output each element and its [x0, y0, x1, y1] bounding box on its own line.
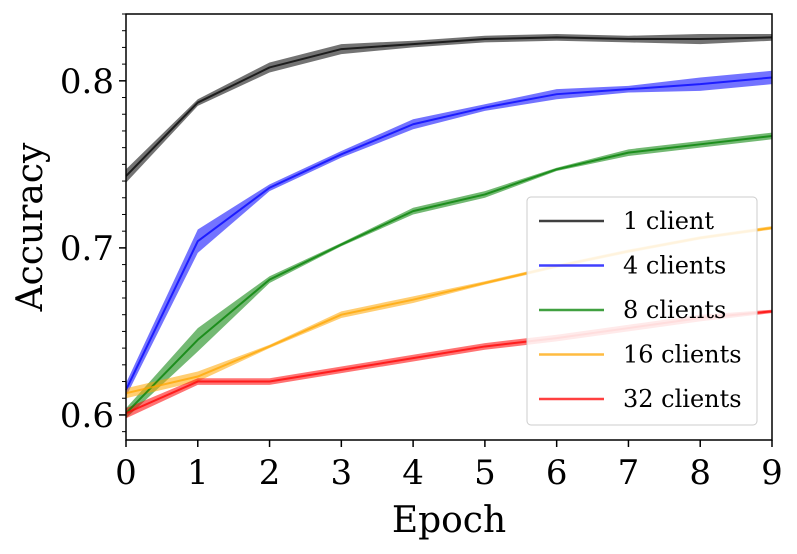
x-axis: 0 1 2 3 4 5 6 7 8 9: [115, 440, 783, 493]
legend: 1 client 4 clients 8 clients 16 clients 32 c…: [526, 196, 758, 426]
x-tick-label: 7: [618, 453, 640, 493]
band-16-clients: [126, 226, 772, 399]
y-axis: 0.6 0.7 0.8: [60, 13, 126, 436]
legend-label-8-clients: 8 clients: [623, 296, 726, 324]
plot-frame: [125, 13, 773, 441]
y-tick-label: 0.6: [60, 396, 114, 436]
legend-label-1-client: 1 client: [623, 207, 714, 235]
y-axis-label: Accuracy: [10, 142, 51, 312]
x-tick-label: 9: [761, 453, 783, 493]
x-tick-label: 8: [689, 453, 711, 493]
x-tick-label: 4: [402, 453, 424, 493]
legend-label-16-clients: 16 clients: [623, 341, 742, 369]
line-4-clients: [125, 76, 773, 391]
line-1-client: [125, 36, 773, 177]
y-tick-label: 0.7: [60, 229, 114, 269]
legend-box: [526, 196, 758, 426]
x-tick-label: 0: [115, 453, 137, 493]
x-axis-label: Epoch: [392, 500, 506, 541]
line-8-clients: [125, 134, 773, 414]
x-tick-label: 1: [187, 453, 209, 493]
y-tick-label: 0.8: [60, 62, 114, 102]
x-tick-label: 6: [546, 453, 568, 493]
x-tick-label: 2: [259, 453, 281, 493]
band-1-client: [126, 34, 772, 183]
legend-label-32-clients: 32 clients: [623, 385, 742, 413]
legend-label-4-clients: 4 clients: [623, 252, 726, 280]
x-tick-label: 3: [331, 453, 353, 493]
x-tick-label: 5: [474, 453, 496, 493]
